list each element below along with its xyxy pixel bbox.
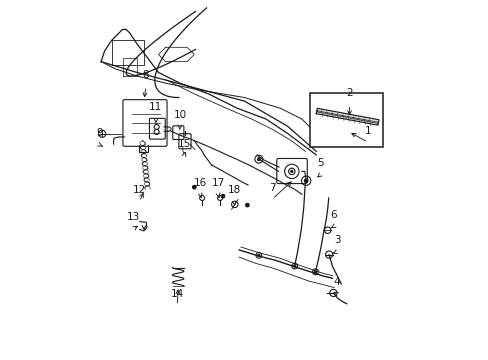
- Text: 7: 7: [268, 183, 275, 193]
- Circle shape: [293, 265, 295, 267]
- Bar: [309, 93, 382, 147]
- Circle shape: [304, 179, 307, 183]
- Text: 15: 15: [177, 139, 190, 149]
- Circle shape: [245, 203, 249, 207]
- Text: 4: 4: [333, 277, 340, 287]
- Text: 10: 10: [173, 110, 186, 120]
- Text: 8: 8: [142, 69, 149, 80]
- Text: 2: 2: [346, 88, 352, 98]
- Text: 18: 18: [227, 185, 241, 195]
- Text: 13: 13: [126, 212, 140, 222]
- Circle shape: [257, 158, 260, 161]
- Text: 16: 16: [193, 178, 206, 188]
- Text: 14: 14: [170, 289, 183, 299]
- Circle shape: [221, 194, 224, 198]
- Circle shape: [314, 271, 316, 273]
- Polygon shape: [316, 108, 378, 125]
- Text: 6: 6: [329, 210, 336, 220]
- Text: 17: 17: [211, 178, 224, 188]
- Circle shape: [290, 170, 292, 172]
- Circle shape: [257, 254, 260, 256]
- Circle shape: [192, 185, 196, 189]
- Text: 11: 11: [149, 102, 162, 112]
- Text: 5: 5: [317, 158, 323, 168]
- Text: 12: 12: [133, 185, 146, 195]
- Text: 3: 3: [333, 235, 340, 245]
- Text: 9: 9: [96, 129, 102, 138]
- Text: 1: 1: [364, 126, 371, 136]
